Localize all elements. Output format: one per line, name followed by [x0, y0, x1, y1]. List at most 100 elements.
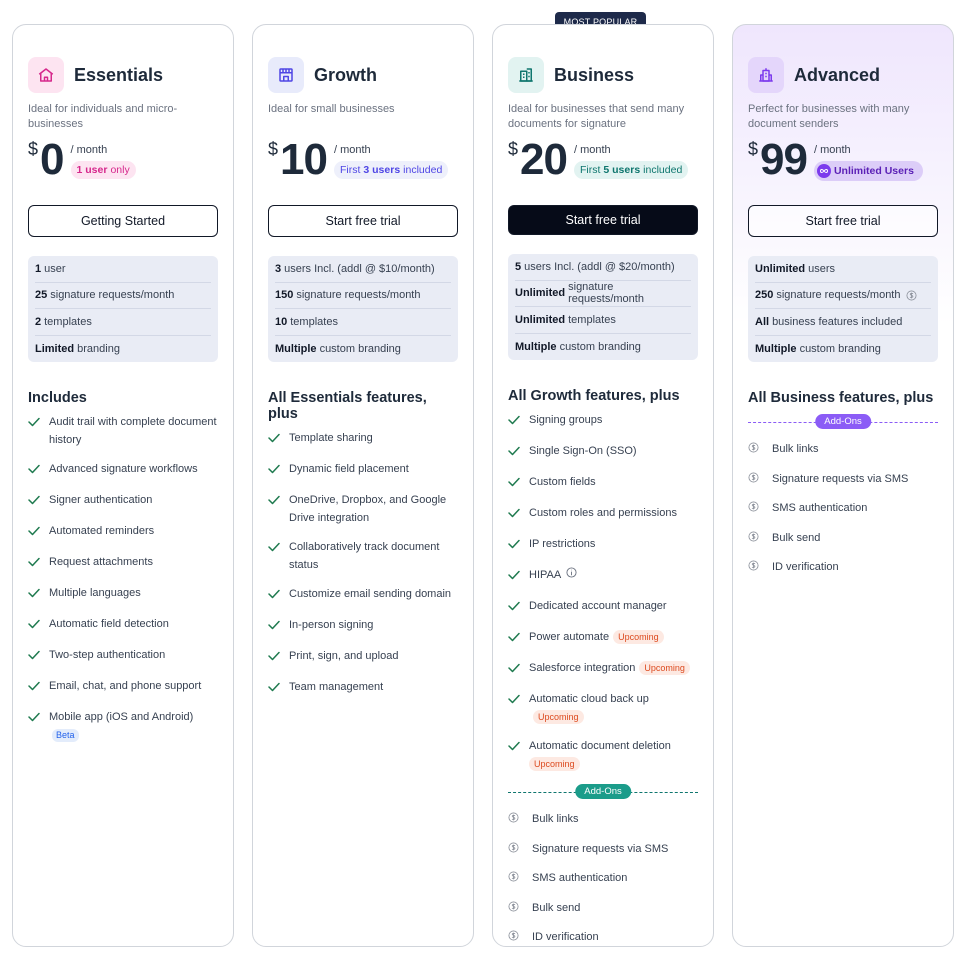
- check-icon: [268, 585, 289, 605]
- feature-list: Signing groups Single Sign-On (SSO) Cust…: [508, 411, 698, 773]
- check-icon: [508, 659, 529, 679]
- addon-list: Bulk links Signature requests via SMS SM…: [748, 440, 938, 576]
- home-icon: [28, 57, 64, 93]
- dollar-coin-icon: [748, 501, 772, 515]
- feature-item: IP restrictions: [508, 535, 698, 555]
- limit-row: 2 templates: [35, 309, 211, 336]
- plan-limits: 3 users Incl. (addl @ $10/month) 150 signa…: [268, 256, 458, 362]
- price-amount: 99: [760, 135, 808, 184]
- feature-item: Automated reminders: [28, 522, 218, 542]
- check-icon: [508, 737, 529, 773]
- check-icon: [28, 491, 49, 511]
- check-icon: [268, 460, 289, 480]
- start-free-trial-button[interactable]: Start free trial: [508, 205, 698, 235]
- feature-item: Custom roles and permissions: [508, 504, 698, 524]
- addons-label: Add-Ons: [575, 784, 631, 799]
- check-icon: [508, 442, 529, 462]
- upcoming-tag: Upcoming: [639, 661, 690, 675]
- info-icon[interactable]: [566, 567, 577, 578]
- currency-symbol: $: [268, 139, 279, 159]
- feature-list: Audit trail with complete document histo…: [28, 413, 218, 744]
- users-pill: First 5 users included: [573, 161, 689, 179]
- addon-item: ID verification: [748, 558, 938, 576]
- plan-card-essentials: Essentials Ideal for individuals and mic…: [12, 24, 234, 947]
- plan-card-business: Business Ideal for businesses that send …: [492, 24, 714, 947]
- check-icon: [268, 678, 289, 698]
- feature-item: Two-step authentication: [28, 646, 218, 666]
- check-icon: [268, 647, 289, 667]
- plan-name: Advanced: [794, 64, 881, 85]
- limit-row: Unlimited signature requests/month: [515, 281, 691, 307]
- users-pill: 1 user only: [70, 161, 136, 179]
- feature-item: Email, chat, and phone support: [28, 677, 218, 697]
- check-icon: [508, 411, 529, 431]
- plan-name: Growth: [314, 64, 377, 85]
- feature-item: Signing groups: [508, 411, 698, 431]
- feature-item: Automatic field detection: [28, 615, 218, 635]
- feature-item: Automatic document deletion Upcoming: [508, 737, 698, 773]
- users-pill: Unlimited Users: [813, 161, 923, 181]
- check-icon: [28, 708, 49, 744]
- feature-item: Custom fields: [508, 473, 698, 493]
- plan-card-growth: Growth Ideal for small businesses $ 10 /…: [252, 24, 474, 947]
- feature-item: Salesforce integration Upcoming: [508, 659, 698, 679]
- check-icon: [508, 597, 529, 617]
- check-icon: [508, 690, 529, 726]
- feature-item: Collaboratively track document status: [268, 538, 458, 574]
- currency-symbol: $: [748, 139, 759, 159]
- plan-limits: 5 users Incl. (addl @ $20/month) Unlimite…: [508, 254, 698, 360]
- dollar-coin-icon: [748, 531, 772, 545]
- check-icon: [508, 566, 529, 586]
- upcoming-tag: Upcoming: [613, 630, 664, 644]
- feature-item: Power automate Upcoming: [508, 628, 698, 648]
- currency-symbol: $: [508, 139, 519, 159]
- feature-item: Request attachments: [28, 553, 218, 573]
- check-icon: [28, 460, 49, 480]
- upcoming-tag: Upcoming: [529, 757, 580, 771]
- plan-name: Essentials: [74, 64, 164, 85]
- limit-row: Unlimited users: [755, 256, 931, 283]
- plan-description: Ideal for businesses that send many docu…: [508, 103, 685, 130]
- plan-limits: Unlimited users 250 signature requests/mon…: [748, 256, 938, 362]
- feature-item: Dedicated account manager: [508, 597, 698, 617]
- beta-tag: Beta: [52, 729, 79, 742]
- check-icon: [28, 522, 49, 542]
- addon-item: Signature requests via SMS: [508, 840, 698, 858]
- limit-row: 1 user: [35, 256, 211, 283]
- plan-name: Business: [554, 64, 635, 85]
- currency-symbol: $: [28, 139, 39, 159]
- billing-period: / month: [573, 144, 611, 156]
- users-pill: First 3 users included: [333, 161, 449, 179]
- getting-started-button[interactable]: Getting Started: [28, 205, 218, 237]
- check-icon: [28, 553, 49, 573]
- feature-list: Template sharing Dynamic field placement…: [268, 429, 458, 698]
- feature-item: OneDrive, Dropbox, and Google Drive inte…: [268, 491, 458, 527]
- features-title: All Growth features, plus: [508, 388, 680, 404]
- dollar-coin-icon: [748, 442, 772, 456]
- plan-description: Ideal for small businesses: [268, 103, 395, 115]
- feature-item: Mobile app (iOS and Android)Beta: [28, 708, 218, 744]
- feature-item: Multiple languages: [28, 584, 218, 604]
- limit-row: Unlimited templates: [515, 307, 691, 334]
- dollar-coin-icon: [508, 871, 532, 885]
- check-icon: [28, 615, 49, 635]
- check-icon: [508, 628, 529, 648]
- addon-list: Bulk links Signature requests via SMS SM…: [508, 810, 698, 946]
- plan-description: Ideal for individuals and micro-business…: [28, 103, 178, 130]
- plan-card-advanced: Advanced Perfect for businesses with man…: [732, 24, 954, 947]
- start-free-trial-button[interactable]: Start free trial: [748, 205, 938, 237]
- price-amount: 10: [280, 135, 328, 184]
- office-building-icon: [508, 57, 544, 93]
- billing-period: / month: [70, 144, 108, 156]
- price: $ 20 / month First 5 users included: [508, 136, 698, 186]
- start-free-trial-button[interactable]: Start free trial: [268, 205, 458, 237]
- check-icon: [28, 646, 49, 666]
- check-icon: [28, 584, 49, 604]
- upcoming-tag: Upcoming: [533, 710, 584, 724]
- price: $ 99 / month Unlimited Users: [748, 136, 938, 186]
- addon-item: SMS authentication: [748, 499, 938, 517]
- check-icon: [268, 491, 289, 527]
- infinity-icon: [816, 164, 831, 178]
- limit-row: Multiple custom branding: [275, 342, 401, 355]
- limit-row: All business features included: [755, 309, 931, 336]
